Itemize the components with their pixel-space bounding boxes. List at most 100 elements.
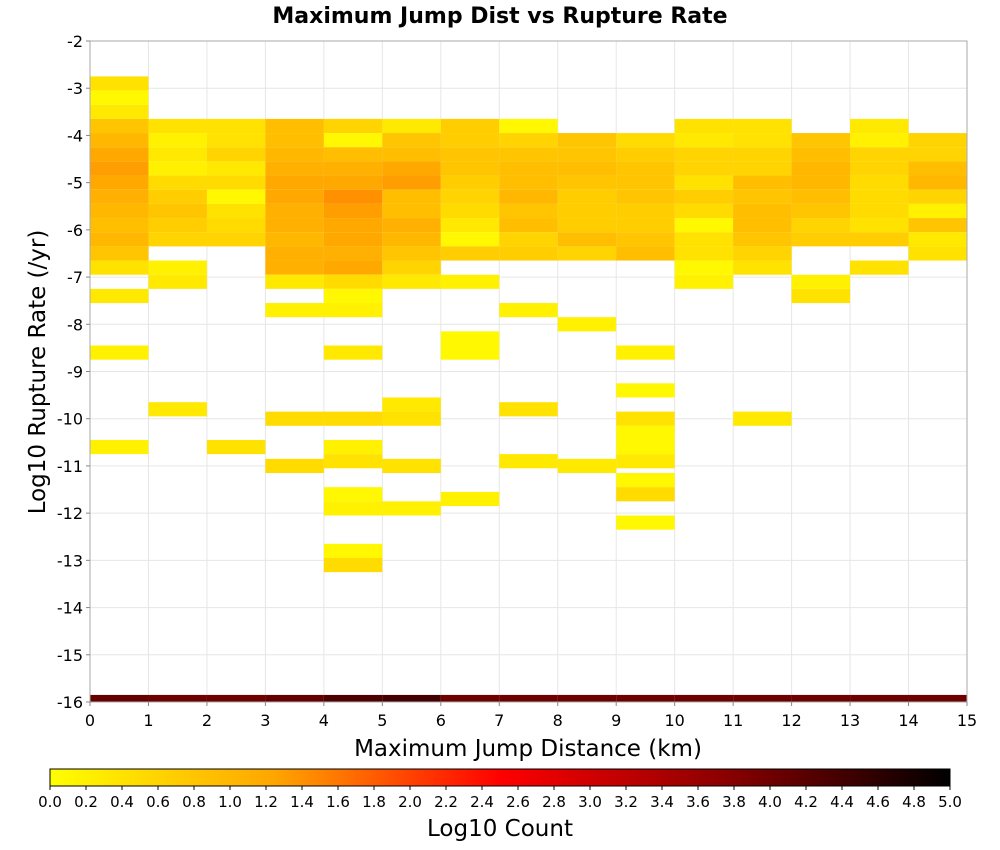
x-tick-label: 14 — [898, 711, 918, 730]
heatmap-cell — [323, 147, 383, 162]
heatmap-cell — [148, 402, 207, 417]
heatmap-cell — [674, 189, 734, 204]
heatmap-cell — [90, 288, 149, 304]
heatmap-cell — [206, 189, 266, 204]
y-tick-label: -9 — [67, 363, 83, 382]
y-tick-label: -5 — [67, 174, 83, 193]
heatmap-cell — [148, 189, 207, 204]
heatmap-cell — [382, 133, 441, 148]
heatmap-cell — [440, 491, 500, 507]
colorbar-tick-label: 2.2 — [434, 793, 458, 811]
heatmap-cell — [265, 118, 324, 134]
heatmap-cell — [265, 694, 324, 702]
x-axis-ticks: 0 1 2 3 4 5 6 7 8 9 10 11 12 13 14 15 — [85, 702, 977, 730]
heatmap-cell — [850, 260, 909, 275]
heatmap-cell — [148, 203, 207, 219]
colorbar-tick-label: 2.0 — [398, 793, 422, 811]
colorbar-tick-label: 0.2 — [74, 793, 98, 811]
colorbar-tick-label: 4.6 — [866, 793, 890, 811]
heatmap-cell — [674, 218, 734, 233]
heatmap-cell — [908, 232, 967, 247]
heatmap-cell — [382, 232, 441, 247]
colorbar-tick-label: 1.2 — [254, 793, 278, 811]
heatmap-cell — [850, 175, 909, 190]
heatmap-cell — [440, 345, 500, 360]
heatmap-cell — [791, 189, 851, 204]
heatmap-cell — [557, 317, 617, 332]
heatmap-cell — [616, 246, 675, 261]
heatmap-cell — [733, 133, 792, 148]
heatmap-cell — [440, 246, 500, 261]
heatmap-cell — [791, 218, 851, 233]
heatmap-cell — [90, 175, 149, 190]
heatmap-cell — [616, 411, 675, 426]
heatmap-cell — [674, 161, 734, 176]
heatmap-cell — [557, 694, 617, 702]
heatmap-cell — [557, 246, 617, 261]
heatmap-cell — [90, 104, 149, 119]
heatmap-cell — [323, 288, 383, 304]
heatmap-cell — [674, 232, 734, 247]
heatmap-cell — [733, 161, 792, 176]
heatmap-cell — [674, 694, 734, 702]
heatmap-cell — [90, 260, 149, 275]
x-tick-label: 6 — [436, 711, 446, 730]
heatmap-cell — [440, 175, 500, 190]
y-axis-ticks: -2 -3 -4 -5 -6 -7 -8 -9 -10 -11 -12 -13 -14 -15 -16 — [57, 32, 90, 712]
heatmap-cell — [265, 458, 324, 474]
heatmap-cell — [440, 694, 500, 702]
heatmap-cell — [382, 161, 441, 176]
heatmap-cell — [382, 458, 441, 474]
y-tick-label: -4 — [67, 126, 83, 145]
heatmap-cell — [206, 694, 266, 702]
heatmap-cell — [557, 175, 617, 190]
heatmap-cell — [440, 189, 500, 204]
colorbar-tick-label: 4.8 — [902, 793, 926, 811]
heatmap-cell — [148, 694, 207, 702]
colorbar-ticks: 0.0 0.2 0.4 0.6 0.8 1.0 1.2 1.4 1.6 1.8 2.0 2.2 2.4 2… — [38, 786, 962, 811]
heatmap-cell — [850, 133, 909, 148]
colorbar-tick-label: 0.0 — [38, 793, 62, 811]
heatmap-cell — [616, 203, 675, 219]
heatmap-cell — [616, 383, 675, 398]
heatmap-cell — [791, 203, 851, 219]
heatmap-cell — [850, 694, 909, 702]
colorbar-tick-label: 3.4 — [650, 793, 674, 811]
colorbar-tick-label: 1.0 — [218, 793, 242, 811]
heatmap-cell — [382, 274, 441, 289]
heatmap-cell — [908, 694, 967, 702]
heatmap-cell — [265, 260, 324, 275]
heatmap-cell — [557, 161, 617, 176]
heatmap-cell — [323, 118, 383, 134]
heatmap-cell — [265, 133, 324, 148]
heatmap-cell — [206, 175, 266, 190]
heatmap-cell — [206, 147, 266, 162]
x-tick-label: 13 — [840, 711, 860, 730]
y-axis-label: Log10 Rupture Rate (/yr) — [25, 230, 51, 515]
y-tick-label: -8 — [67, 315, 83, 334]
heatmap-cell — [557, 189, 617, 204]
y-tick-label: -7 — [67, 268, 83, 287]
heatmap-cell — [616, 232, 675, 247]
heatmap-cell — [382, 189, 441, 204]
heatmap-cell — [499, 118, 558, 134]
heatmap-cell — [616, 133, 675, 148]
heatmap-cell — [499, 203, 558, 219]
heatmap-cell — [440, 118, 500, 134]
heatmap-cell — [499, 246, 558, 261]
heatmap-cell — [382, 260, 441, 275]
heatmap-cell — [791, 694, 851, 702]
y-tick-label: -14 — [57, 599, 83, 618]
colorbar-tick-label: 0.4 — [110, 793, 134, 811]
heatmap-cell — [323, 161, 383, 176]
heatmap-cell — [90, 90, 149, 105]
heatmap-cell — [557, 458, 617, 474]
heatmap-cell — [382, 246, 441, 261]
x-tick-label: 3 — [260, 711, 270, 730]
colorbar-tick-label: 4.4 — [830, 793, 854, 811]
colorbar-tick-label: 4.0 — [758, 793, 782, 811]
heatmap-cell — [440, 147, 500, 162]
heatmap-cell — [499, 147, 558, 162]
heatmap-cell — [674, 274, 734, 289]
